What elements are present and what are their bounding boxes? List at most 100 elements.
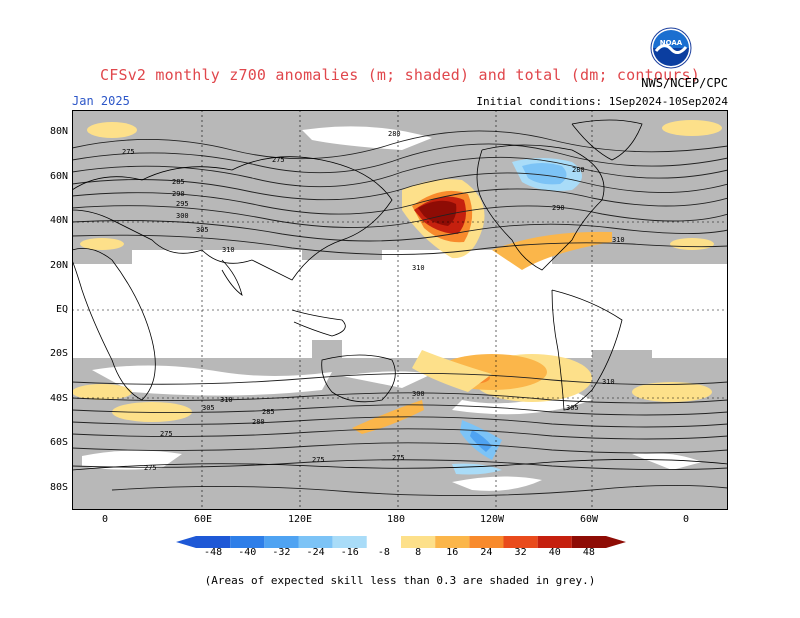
colorbar-low-arrow	[176, 536, 196, 548]
contour-label: 310	[602, 378, 615, 386]
anomaly-region	[72, 384, 132, 400]
anomaly-region	[412, 350, 492, 392]
contour-label: 275	[144, 464, 157, 472]
colorbar-swatch	[366, 536, 401, 548]
contour-label: 275	[392, 454, 405, 462]
lat-label: 20N	[49, 260, 68, 271]
colorbar-swatch	[469, 536, 504, 548]
lon-label: 60W	[579, 514, 599, 525]
colorbar	[176, 536, 626, 548]
contour-label: 305	[196, 226, 209, 234]
contour-label: 300	[412, 390, 425, 398]
colorbar-swatch	[230, 536, 265, 548]
lon-label: 120W	[479, 514, 505, 525]
lat-label: 80S	[49, 482, 68, 493]
colorbar-swatch	[537, 536, 572, 548]
contour-label: 290	[552, 204, 565, 212]
contour-label: 310	[612, 236, 625, 244]
colorbar-swatch	[332, 536, 367, 548]
lon-label: 0	[682, 514, 690, 525]
initial-conditions-label: Initial conditions: 1Sep2024-10Sep2024	[476, 95, 728, 108]
contour-label: 275	[122, 148, 135, 156]
map-frame	[72, 110, 728, 510]
anomaly-map: 275 275 285 290 295 300 305 310 280 310 …	[72, 110, 728, 510]
anomaly-region	[87, 122, 137, 138]
anomaly-region	[470, 430, 492, 452]
colorbar-tick-label: 40	[548, 547, 561, 558]
colorbar-tick-label: 16	[446, 547, 459, 558]
anomaly-region	[662, 120, 722, 136]
contour-label: 280	[252, 418, 265, 426]
contour-label: 275	[272, 156, 285, 164]
contour-labels: 275 275 285 290 295 300 305 310 280 310 …	[122, 130, 625, 472]
contour-label: 275	[312, 456, 325, 464]
colorbar-tick-label: -48	[204, 547, 223, 558]
lat-label: 40S	[49, 393, 68, 404]
colorbar-swatch	[298, 536, 333, 548]
contour-label: 310	[222, 246, 235, 254]
coastline-india	[221, 259, 243, 296]
contour-label: 290	[172, 190, 185, 198]
anomaly-region	[632, 382, 712, 402]
anomaly-region	[418, 200, 457, 226]
colorbar-tick-label: 48	[582, 547, 595, 558]
coastline-australia	[321, 354, 396, 403]
anomaly-region	[492, 231, 612, 270]
contour-label: 310	[412, 264, 425, 272]
lat-label: 60S	[49, 437, 68, 448]
coastline-eurasia	[72, 156, 393, 281]
contour-label: 280	[388, 130, 401, 138]
colorbar-swatch	[401, 536, 436, 548]
colorbar-tick-label: -16	[340, 547, 359, 558]
lat-label: 20S	[49, 348, 68, 359]
lat-label: 80N	[49, 126, 68, 137]
coastline-antarctica	[72, 459, 728, 471]
coastline-north-america	[476, 144, 605, 271]
lat-label: EQ	[55, 304, 68, 315]
colorbar-tick-label: -8	[377, 547, 390, 558]
contour-label: 285	[262, 408, 275, 416]
colorbar-swatch	[435, 536, 470, 548]
height-contours	[72, 130, 728, 497]
coastline-greenland	[571, 119, 643, 161]
colorbar-swatch	[196, 536, 231, 548]
anomaly-region	[522, 163, 567, 185]
contour-label: 285	[172, 178, 185, 186]
colorbar-tick-label: 32	[514, 547, 527, 558]
coastline-south-america	[551, 289, 623, 411]
lon-label: 60E	[193, 514, 213, 525]
anomaly-region	[80, 238, 124, 250]
lat-label: 60N	[49, 171, 68, 182]
colorbar-tick-label: 8	[415, 547, 422, 558]
logo-text: NOAA	[660, 39, 683, 47]
skill-footnote: (Areas of expected skill less than 0.3 a…	[204, 574, 596, 587]
contour-label: 300	[176, 212, 189, 220]
colorbar-tick-label: -24	[306, 547, 325, 558]
contour-label: 275	[160, 430, 173, 438]
lon-label: 180	[386, 514, 406, 525]
contour-label: 280	[572, 166, 585, 174]
coastline-africa	[72, 247, 156, 401]
lon-label: 120E	[287, 514, 313, 525]
contour-label: 310	[220, 396, 233, 404]
colorbar-tick-label: 24	[480, 547, 493, 558]
agency-label: NWS/NCEP/CPC	[641, 76, 728, 90]
contour-label: 305	[566, 404, 579, 412]
coastline-indonesia	[291, 309, 346, 337]
month-label: Jan 2025	[72, 94, 130, 108]
coastlines	[72, 119, 728, 471]
colorbar-high-arrow	[606, 536, 626, 548]
colorbar-tick-label: -40	[238, 547, 257, 558]
lon-label: 0	[101, 514, 109, 525]
figure-title: CFSv2 monthly z700 anomalies (m; shaded)…	[100, 66, 700, 84]
anomaly-region	[670, 238, 714, 250]
colorbar-swatch	[503, 536, 538, 548]
colorbar-tick-label: -32	[272, 547, 291, 558]
contour-label: 295	[176, 200, 189, 208]
contour-label: 305	[202, 404, 215, 412]
lat-label: 40N	[49, 215, 68, 226]
colorbar-swatch	[264, 536, 299, 548]
map-grid	[72, 110, 728, 510]
noaa-logo-icon: NOAA	[650, 27, 692, 69]
colorbar-swatch	[571, 536, 606, 548]
